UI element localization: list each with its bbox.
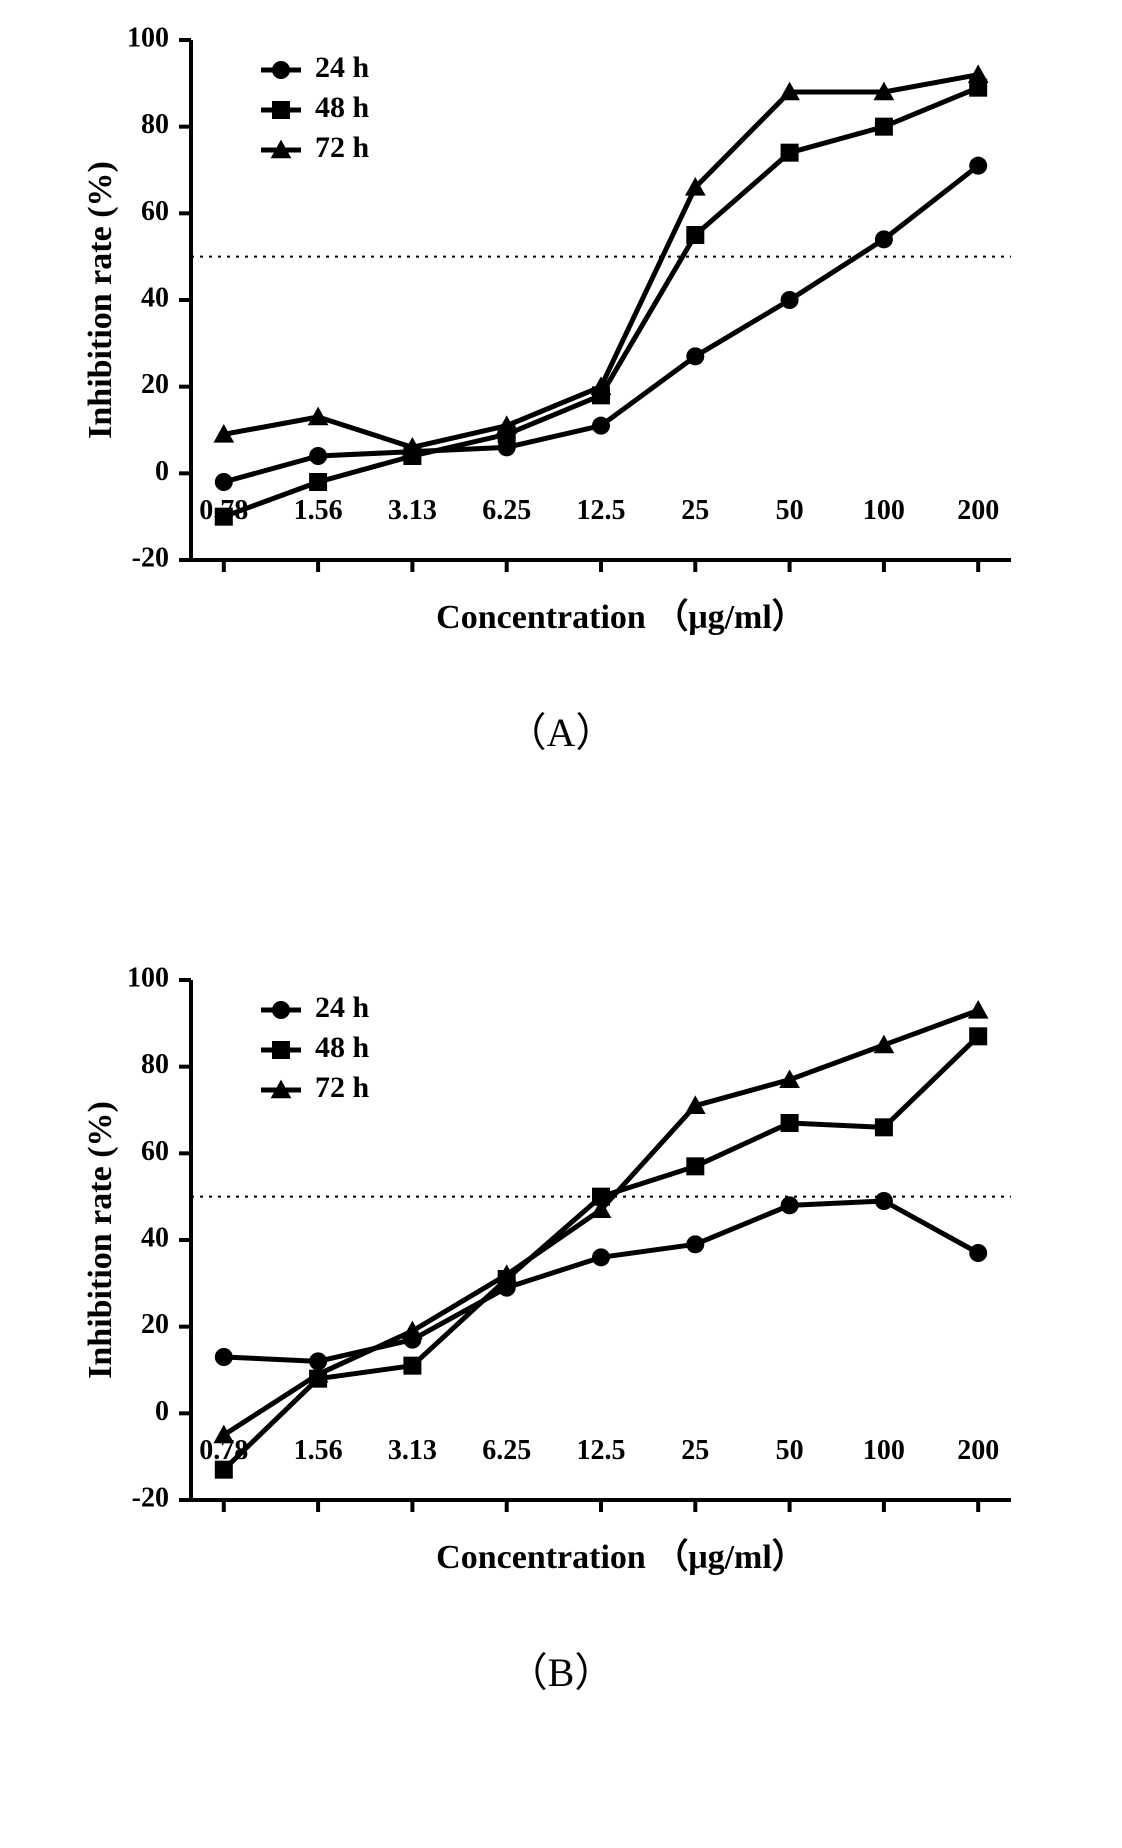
panel-A: -200204060801000.781.563.136.2512.525501…: [71, 20, 1051, 758]
panel-label: （A）: [71, 700, 1051, 758]
svg-text:72 h: 72 h: [315, 1071, 370, 1104]
y-axis-label: Inhibition rate (%): [82, 1101, 119, 1379]
svg-text:80: 80: [141, 1049, 169, 1080]
panel-B: -200204060801000.781.563.136.2512.525501…: [71, 960, 1051, 1698]
svg-text:24 h: 24 h: [315, 991, 370, 1024]
svg-text:6.25: 6.25: [482, 1435, 531, 1466]
svg-text:40: 40: [141, 1222, 169, 1253]
x-axis-label: Concentration （μg/ml）: [436, 1537, 806, 1576]
svg-text:100: 100: [863, 495, 905, 526]
svg-text:80: 80: [141, 109, 169, 140]
panel-label: （B）: [71, 1640, 1051, 1698]
svg-text:60: 60: [141, 196, 169, 227]
x-axis-label: Concentration （μg/ml）: [436, 597, 806, 636]
svg-text:12.5: 12.5: [577, 495, 626, 526]
svg-text:40: 40: [141, 282, 169, 313]
svg-text:200: 200: [957, 495, 999, 526]
svg-text:50: 50: [776, 495, 804, 526]
svg-text:0: 0: [155, 1396, 169, 1427]
svg-text:25: 25: [681, 1435, 709, 1466]
svg-text:25: 25: [681, 495, 709, 526]
y-axis-label: Inhibition rate (%): [82, 161, 119, 439]
svg-text:20: 20: [141, 369, 169, 400]
chart-svg: -200204060801000.781.563.136.2512.525501…: [71, 20, 1051, 670]
svg-text:3.13: 3.13: [388, 495, 437, 526]
svg-text:1.56: 1.56: [294, 1435, 343, 1466]
svg-text:-20: -20: [132, 1482, 169, 1513]
svg-text:50: 50: [776, 1435, 804, 1466]
svg-text:72 h: 72 h: [315, 131, 370, 164]
svg-text:100: 100: [127, 22, 169, 53]
svg-text:12.5: 12.5: [577, 1435, 626, 1466]
svg-text:48 h: 48 h: [315, 91, 370, 124]
svg-text:20: 20: [141, 1309, 169, 1340]
svg-text:48 h: 48 h: [315, 1031, 370, 1064]
svg-text:60: 60: [141, 1136, 169, 1167]
svg-text:200: 200: [957, 1435, 999, 1466]
svg-text:100: 100: [127, 962, 169, 993]
svg-text:1.56: 1.56: [294, 495, 343, 526]
chart-svg: -200204060801000.781.563.136.2512.525501…: [71, 960, 1051, 1610]
svg-text:6.25: 6.25: [482, 495, 531, 526]
svg-text:0: 0: [155, 456, 169, 487]
svg-text:24 h: 24 h: [315, 51, 370, 84]
svg-text:-20: -20: [132, 542, 169, 573]
svg-text:100: 100: [863, 1435, 905, 1466]
svg-text:3.13: 3.13: [388, 1435, 437, 1466]
